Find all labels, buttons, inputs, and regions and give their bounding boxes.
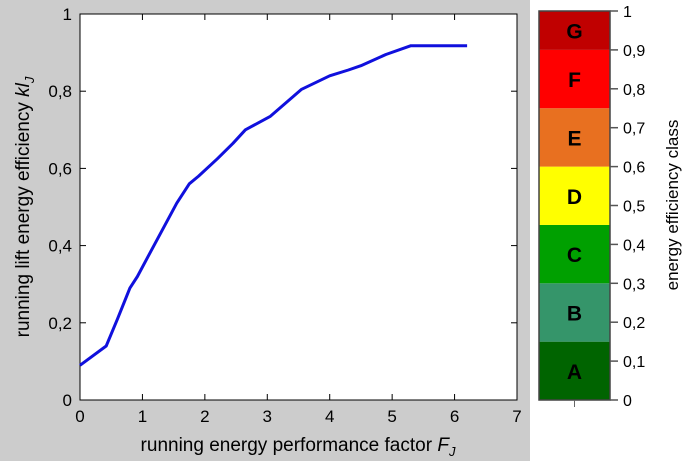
energy-class-label: F bbox=[568, 69, 581, 92]
colorbar-tick-label: 0,7 bbox=[623, 121, 645, 138]
energy-class-label: A bbox=[567, 361, 582, 384]
energy-class-label: C bbox=[567, 244, 582, 267]
energy-class-label: B bbox=[567, 302, 582, 325]
energy-class-band bbox=[539, 224, 610, 284]
main-axis-ticks bbox=[79, 13, 518, 401]
energy-class-colorbar: A B C D E F G bbox=[539, 11, 610, 400]
colorbar-tick-label: 0,1 bbox=[623, 354, 645, 371]
x-axis-label: running energy performance factor FJ bbox=[141, 435, 456, 459]
x-tick-label: 6 bbox=[450, 407, 459, 426]
energy-class-band bbox=[539, 108, 610, 167]
colorbar-tick-label: 0,8 bbox=[623, 82, 645, 99]
energy-class-band bbox=[539, 341, 610, 400]
y-tick-label: 0,8 bbox=[48, 82, 72, 101]
x-tick-label: 0 bbox=[75, 407, 84, 426]
series-line bbox=[79, 44, 468, 367]
energy-class-label: G bbox=[566, 20, 582, 43]
y-tick-label: 0,4 bbox=[48, 237, 72, 256]
x-tick-label: 5 bbox=[387, 407, 396, 426]
colorbar-tick-label: 1 bbox=[623, 4, 632, 21]
energy-class-label: E bbox=[567, 127, 581, 150]
colorbar-tick-label: 0,9 bbox=[623, 43, 645, 60]
plot-area bbox=[79, 13, 518, 401]
energy-class-label: D bbox=[567, 186, 582, 209]
colorbar-tick-label: 0,5 bbox=[623, 199, 645, 216]
y-axis-label: running lift energy efficiency klJ bbox=[13, 76, 37, 337]
x-tick-label: 3 bbox=[263, 407, 272, 426]
colorbar-tick-label: 0,6 bbox=[623, 160, 645, 177]
energy-class-band bbox=[539, 11, 610, 50]
colorbar-ticks: 0 0,1 0,2 0,3 0,4 0,5 0,6 0,7 0,8 0,9 1 bbox=[574, 4, 645, 410]
y-tick-label: 0,6 bbox=[48, 159, 72, 178]
x-tick-label: 4 bbox=[325, 407, 334, 426]
efficiency-series bbox=[79, 44, 468, 367]
energy-class-band bbox=[539, 49, 610, 109]
x-tick-label: 1 bbox=[138, 407, 147, 426]
y-tick-label: 0,2 bbox=[48, 314, 72, 333]
x-tick-label: 7 bbox=[512, 407, 521, 426]
energy-class-band bbox=[539, 283, 610, 342]
colorbar-label: energy efficiency class bbox=[663, 120, 682, 291]
main-axis-tick-labels: 0 1 2 3 4 5 6 7 0 0,2 0,4 0,6 0,8 1 bbox=[48, 5, 521, 426]
y-tick-label: 1 bbox=[63, 5, 72, 24]
colorbar-tick-label: 0,3 bbox=[623, 276, 645, 293]
x-tick-label: 2 bbox=[200, 407, 209, 426]
y-tick-label: 0 bbox=[63, 391, 72, 410]
colorbar-tick-label: 0,4 bbox=[623, 237, 645, 254]
colorbar-tick-label: 0 bbox=[623, 393, 632, 410]
energy-class-band bbox=[539, 166, 610, 225]
colorbar-tick-label: 0,2 bbox=[623, 315, 645, 332]
